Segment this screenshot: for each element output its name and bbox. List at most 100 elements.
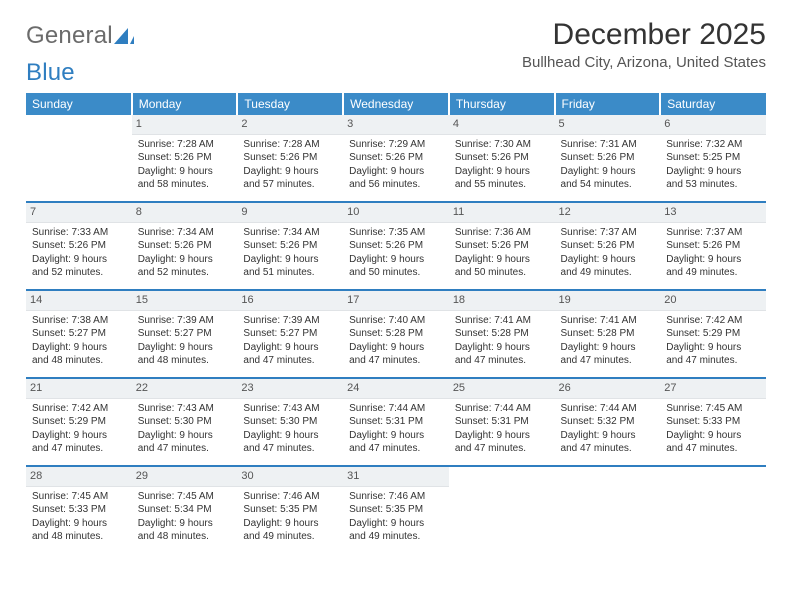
sunset-text: Sunset: 5:29 PM xyxy=(666,327,760,341)
sunrise-text: Sunrise: 7:31 AM xyxy=(561,138,655,152)
daylight-text: Daylight: 9 hours and 58 minutes. xyxy=(138,165,232,192)
calendar-day-cell: 11Sunrise: 7:36 AMSunset: 5:26 PMDayligh… xyxy=(449,203,555,289)
daylight-text: Daylight: 9 hours and 49 minutes. xyxy=(243,517,337,544)
calendar-day-cell: 26Sunrise: 7:44 AMSunset: 5:32 PMDayligh… xyxy=(555,379,661,465)
calendar-day-cell: 29Sunrise: 7:45 AMSunset: 5:34 PMDayligh… xyxy=(132,467,238,553)
sunset-text: Sunset: 5:27 PM xyxy=(32,327,126,341)
day-number: 31 xyxy=(343,467,449,487)
sunset-text: Sunset: 5:26 PM xyxy=(138,151,232,165)
calendar-day-cell: 6Sunrise: 7:32 AMSunset: 5:25 PMDaylight… xyxy=(660,115,766,201)
day-number: 14 xyxy=(26,291,132,311)
day-number: 28 xyxy=(26,467,132,487)
calendar-day-cell: 27Sunrise: 7:45 AMSunset: 5:33 PMDayligh… xyxy=(660,379,766,465)
sunset-text: Sunset: 5:35 PM xyxy=(243,503,337,517)
sunset-text: Sunset: 5:26 PM xyxy=(455,151,549,165)
sunset-text: Sunset: 5:26 PM xyxy=(32,239,126,253)
calendar-day-cell: 28 Sunrise: 7:45 AMSunset: 5:33 PMDayligh… xyxy=(26,467,132,553)
daylight-text: Daylight: 9 hours and 47 minutes. xyxy=(666,429,760,456)
day-number: 7 xyxy=(26,203,132,223)
sunset-text: Sunset: 5:31 PM xyxy=(455,415,549,429)
sunrise-text: Sunrise: 7:43 AM xyxy=(243,402,337,416)
calendar-day-cell: 23Sunrise: 7:43 AMSunset: 5:30 PMDayligh… xyxy=(237,379,343,465)
daylight-text: Daylight: 9 hours and 56 minutes. xyxy=(349,165,443,192)
daylight-text: Daylight: 9 hours and 47 minutes. xyxy=(349,341,443,368)
sunrise-text: Sunrise: 7:45 AM xyxy=(32,490,126,504)
calendar-day-cell: 9Sunrise: 7:34 AMSunset: 5:26 PMDaylight… xyxy=(237,203,343,289)
sunrise-text: Sunrise: 7:37 AM xyxy=(561,226,655,240)
sunset-text: Sunset: 5:33 PM xyxy=(666,415,760,429)
sunrise-text: Sunrise: 7:34 AM xyxy=(243,226,337,240)
calendar-day-cell: . xyxy=(26,115,132,201)
calendar-day-cell: 30Sunrise: 7:46 AMSunset: 5:35 PMDayligh… xyxy=(237,467,343,553)
daylight-text: Daylight: 9 hours and 49 minutes. xyxy=(349,517,443,544)
logo-sail-icon xyxy=(114,28,134,46)
daylight-text: Daylight: 9 hours and 54 minutes. xyxy=(561,165,655,192)
calendar-day-cell: 5Sunrise: 7:31 AMSunset: 5:26 PMDaylight… xyxy=(555,115,661,201)
sunset-text: Sunset: 5:26 PM xyxy=(243,239,337,253)
calendar-day-cell: 3Sunrise: 7:29 AMSunset: 5:26 PMDaylight… xyxy=(343,115,449,201)
daylight-text: Daylight: 9 hours and 53 minutes. xyxy=(666,165,760,192)
day-number: 15 xyxy=(132,291,238,311)
sunset-text: Sunset: 5:26 PM xyxy=(243,151,337,165)
daylight-text: Daylight: 9 hours and 48 minutes. xyxy=(32,517,126,544)
day-number: 16 xyxy=(237,291,343,311)
calendar-day-cell: 24Sunrise: 7:44 AMSunset: 5:31 PMDayligh… xyxy=(343,379,449,465)
sunrise-text: Sunrise: 7:39 AM xyxy=(243,314,337,328)
calendar-day-cell: 14Sunrise: 7:38 AMSunset: 5:27 PMDayligh… xyxy=(26,291,132,377)
calendar-day-cell: 15Sunrise: 7:39 AMSunset: 5:27 PMDayligh… xyxy=(132,291,238,377)
calendar-day-cell: 4Sunrise: 7:30 AMSunset: 5:26 PMDaylight… xyxy=(449,115,555,201)
daylight-text: Daylight: 9 hours and 47 minutes. xyxy=(32,429,126,456)
daylight-text: Daylight: 9 hours and 52 minutes. xyxy=(138,253,232,280)
day-header: Thursday xyxy=(449,93,555,115)
sunrise-text: Sunrise: 7:41 AM xyxy=(455,314,549,328)
calendar-day-cell: 13Sunrise: 7:37 AMSunset: 5:26 PMDayligh… xyxy=(660,203,766,289)
calendar-day-cell: . xyxy=(449,467,555,553)
title-block: December 2025 Bullhead City, Arizona, Un… xyxy=(522,18,766,71)
calendar-day-cell: 2Sunrise: 7:28 AMSunset: 5:26 PMDaylight… xyxy=(237,115,343,201)
day-number: 26 xyxy=(555,379,661,399)
sunset-text: Sunset: 5:27 PM xyxy=(243,327,337,341)
day-number: 8 xyxy=(132,203,238,223)
sunrise-text: Sunrise: 7:46 AM xyxy=(349,490,443,504)
calendar-day-cell: 19Sunrise: 7:41 AMSunset: 5:28 PMDayligh… xyxy=(555,291,661,377)
day-number: 23 xyxy=(237,379,343,399)
day-number: 25 xyxy=(449,379,555,399)
sunrise-text: Sunrise: 7:42 AM xyxy=(32,402,126,416)
sunset-text: Sunset: 5:26 PM xyxy=(455,239,549,253)
sunset-text: Sunset: 5:27 PM xyxy=(138,327,232,341)
sunset-text: Sunset: 5:25 PM xyxy=(666,151,760,165)
calendar-day-cell: 22Sunrise: 7:43 AMSunset: 5:30 PMDayligh… xyxy=(132,379,238,465)
day-number: 4 xyxy=(449,115,555,135)
calendar-day-cell: 20Sunrise: 7:42 AMSunset: 5:29 PMDayligh… xyxy=(660,291,766,377)
calendar-page: General December 2025 Bullhead City, Ari… xyxy=(0,0,792,565)
page-title: December 2025 xyxy=(522,18,766,52)
sunrise-text: Sunrise: 7:37 AM xyxy=(666,226,760,240)
daylight-text: Daylight: 9 hours and 48 minutes. xyxy=(32,341,126,368)
sunset-text: Sunset: 5:33 PM xyxy=(32,503,126,517)
day-number: 20 xyxy=(660,291,766,311)
calendar-day-cell: 12Sunrise: 7:37 AMSunset: 5:26 PMDayligh… xyxy=(555,203,661,289)
daylight-text: Daylight: 9 hours and 47 minutes. xyxy=(349,429,443,456)
daylight-text: Daylight: 9 hours and 49 minutes. xyxy=(666,253,760,280)
day-number: 3 xyxy=(343,115,449,135)
day-number: 21 xyxy=(26,379,132,399)
logo-text-2: Blue xyxy=(26,59,75,87)
calendar-day-cell: 10Sunrise: 7:35 AMSunset: 5:26 PMDayligh… xyxy=(343,203,449,289)
day-number: 12 xyxy=(555,203,661,223)
calendar-day-cell: . xyxy=(555,467,661,553)
sunset-text: Sunset: 5:26 PM xyxy=(561,151,655,165)
sunset-text: Sunset: 5:32 PM xyxy=(561,415,655,429)
day-number: 27 xyxy=(660,379,766,399)
daylight-text: Daylight: 9 hours and 51 minutes. xyxy=(243,253,337,280)
daylight-text: Daylight: 9 hours and 47 minutes. xyxy=(455,341,549,368)
day-header-row: Sunday Monday Tuesday Wednesday Thursday… xyxy=(26,93,766,115)
calendar-day-cell: 1Sunrise: 7:28 AMSunset: 5:26 PMDaylight… xyxy=(132,115,238,201)
daylight-text: Daylight: 9 hours and 47 minutes. xyxy=(561,341,655,368)
sunset-text: Sunset: 5:35 PM xyxy=(349,503,443,517)
day-number: 17 xyxy=(343,291,449,311)
sunrise-text: Sunrise: 7:42 AM xyxy=(666,314,760,328)
calendar-day-cell: 17Sunrise: 7:40 AMSunset: 5:28 PMDayligh… xyxy=(343,291,449,377)
daylight-text: Daylight: 9 hours and 47 minutes. xyxy=(138,429,232,456)
calendar-day-cell: 8Sunrise: 7:34 AMSunset: 5:26 PMDaylight… xyxy=(132,203,238,289)
day-header: Friday xyxy=(555,93,661,115)
